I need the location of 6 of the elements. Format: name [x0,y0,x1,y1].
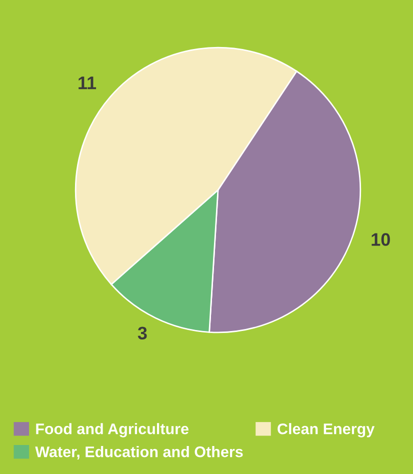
legend-label: Water, Education and Others [35,446,243,460]
legend-label: Food and Agriculture [36,423,189,438]
data-label: 11 [78,76,96,90]
legend-label: Clean Energy [278,423,375,438]
data-label: 10 [372,233,390,246]
data-label: 3 [138,326,147,340]
